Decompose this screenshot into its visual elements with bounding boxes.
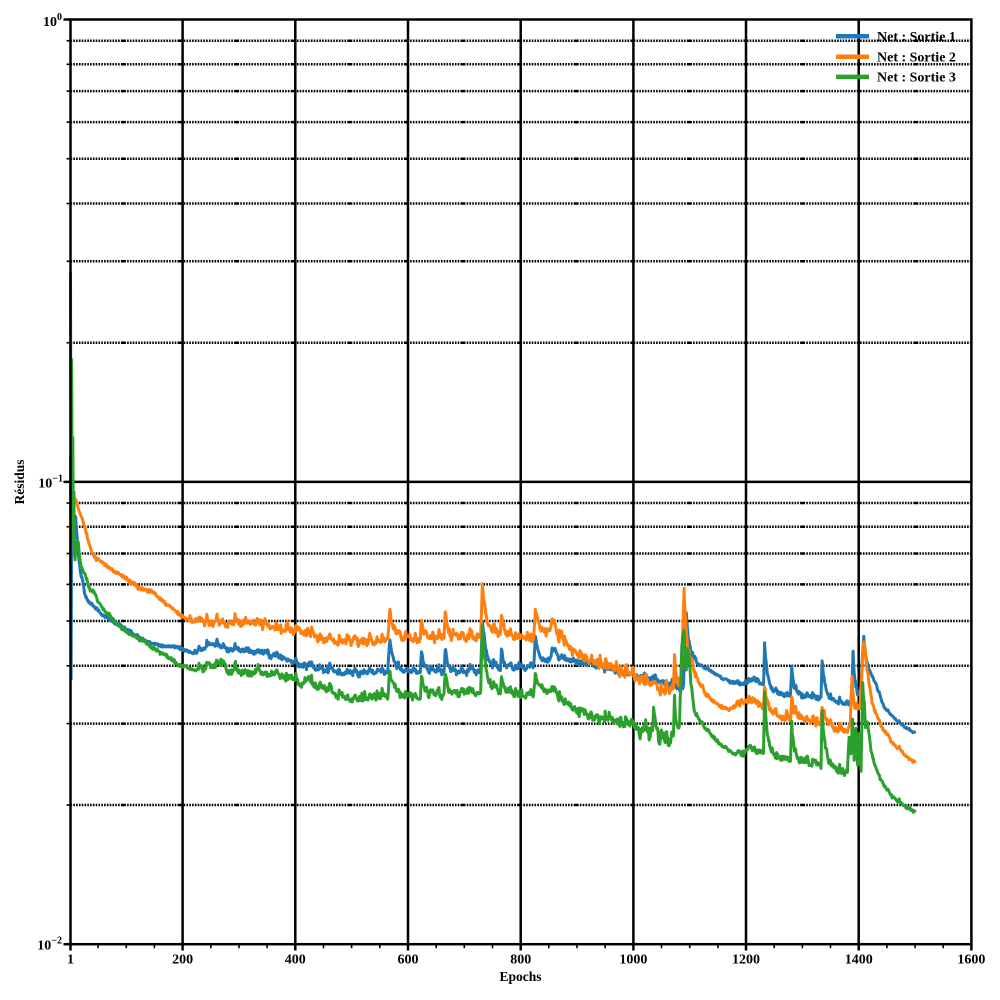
- svg-text:400: 400: [285, 953, 306, 968]
- svg-text:Epochs: Epochs: [499, 969, 541, 984]
- svg-text:1600: 1600: [957, 953, 985, 968]
- svg-text:1200: 1200: [732, 953, 760, 968]
- svg-text:800: 800: [510, 953, 531, 968]
- svg-text:Net : Sortie 3: Net : Sortie 3: [877, 71, 956, 86]
- svg-text:1: 1: [67, 953, 74, 968]
- svg-text:600: 600: [398, 953, 419, 968]
- svg-text:Résidus: Résidus: [12, 459, 27, 504]
- svg-text:200: 200: [172, 953, 193, 968]
- svg-text:Net : Sortie 1: Net : Sortie 1: [877, 30, 956, 45]
- svg-text:1400: 1400: [845, 953, 873, 968]
- svg-text:Net : Sortie 2: Net : Sortie 2: [877, 51, 956, 66]
- svg-text:1000: 1000: [619, 953, 647, 968]
